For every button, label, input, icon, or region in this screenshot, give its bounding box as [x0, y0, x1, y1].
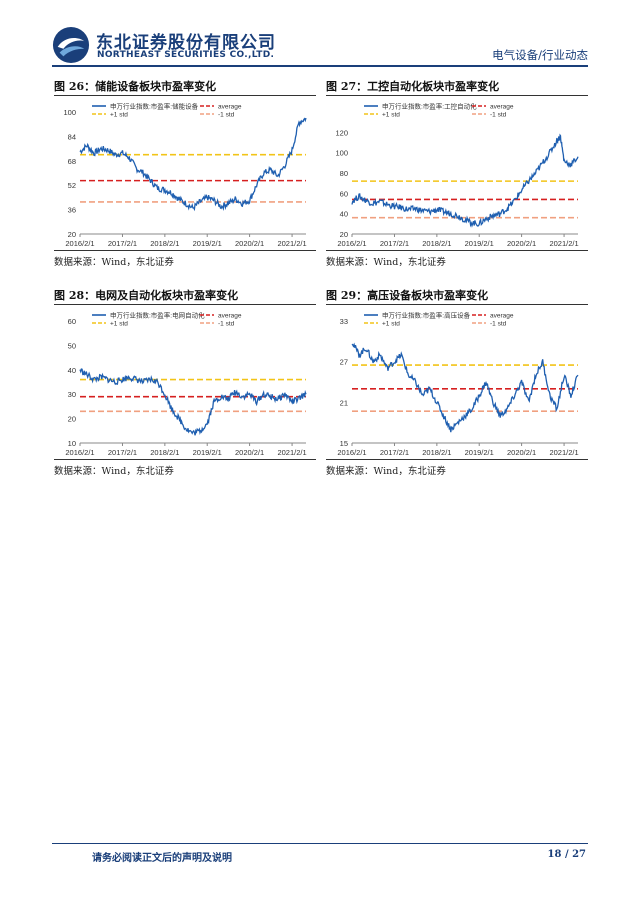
x-tick-label: 2020/2/1 — [235, 239, 264, 248]
x-tick-label: 2019/2/1 — [465, 239, 494, 248]
footer-disclaimer: 请务必阅读正文后的声明及说明 — [92, 853, 232, 864]
x-tick-label: 2021/2/1 — [277, 448, 306, 457]
legend-label: average — [218, 104, 242, 111]
y-tick-label: 50 — [68, 341, 76, 350]
y-tick-label: 21 — [340, 398, 348, 407]
x-tick-label: 2019/2/1 — [465, 448, 494, 457]
page-header: 东北证券股份有限公司 NORTHEAST SECURITIES CO.,LTD.… — [0, 0, 640, 70]
y-tick-label: 10 — [68, 439, 76, 448]
legend-label: average — [490, 313, 514, 320]
y-tick-label: 15 — [340, 439, 348, 448]
y-tick-label: 84 — [68, 132, 76, 141]
legend-label: average — [490, 104, 514, 111]
legend-label: 申万行业指数:市盈率:电网自动化 — [110, 311, 205, 320]
y-tick-label: 68 — [68, 157, 76, 166]
series-line — [351, 133, 579, 228]
legend-label: -1 std — [490, 321, 507, 328]
figure-27: 图 27：工控自动化板块市盈率变化 2016/2/1 2017/2/1 2018/2… — [326, 78, 588, 268]
x-tick-label: 2018/2/1 — [422, 239, 451, 248]
x-tick-label: 2019/2/1 — [193, 448, 222, 457]
brand-name-cn: 东北证券股份有限公司 — [96, 33, 276, 53]
figure-top-rule — [54, 95, 316, 96]
x-tick-label: 2021/2/1 — [549, 448, 578, 457]
x-tick-label: 2017/2/1 — [380, 239, 409, 248]
y-tick-label: 100 — [63, 108, 76, 117]
y-tick-label: 60 — [340, 189, 348, 198]
chart-industrial-automation-pe: 2016/2/1 2017/2/1 2018/2/1 2019/2/1 2020/2/1… — [335, 102, 579, 249]
figure-28: 图 28：电网及自动化板块市盈率变化 2016/2/1 2017/2/1 2018/… — [54, 287, 316, 477]
y-tick-label: 20 — [68, 230, 76, 239]
report-section: 电气设备/行业动态 — [492, 48, 588, 62]
brand-name-en: NORTHEAST SECURITIES CO.,LTD. — [97, 50, 275, 60]
legend-label: 申万行业指数:市盈率:工控自动化 — [382, 102, 477, 111]
legend-label: -1 std — [218, 112, 235, 119]
figure-bottom-rule — [326, 250, 588, 251]
x-tick-label: 2020/2/1 — [507, 239, 536, 248]
x-tick-label: 2017/2/1 — [380, 448, 409, 457]
figure-bottom-rule — [326, 459, 588, 460]
x-tick-label: 2021/2/1 — [549, 239, 578, 248]
company-logo-icon — [52, 26, 90, 64]
y-tick-label: 100 — [335, 149, 348, 158]
series-line — [79, 368, 307, 436]
x-tick-label: 2020/2/1 — [507, 448, 536, 457]
x-tick-label: 2016/2/1 — [337, 239, 366, 248]
series-line — [79, 117, 307, 212]
figure-top-rule — [326, 95, 588, 96]
figure-title: 图 27：工控自动化板块市盈率变化 — [326, 80, 500, 93]
y-tick-label: 40 — [340, 210, 348, 219]
y-tick-label: 40 — [68, 366, 76, 375]
figure-source: 数据来源：Wind，东北证券 — [326, 257, 446, 268]
y-tick-label: 36 — [68, 206, 76, 215]
figure-bottom-rule — [54, 459, 316, 460]
figure-bottom-rule — [54, 250, 316, 251]
chart-grid-automation-pe: 2016/2/1 2017/2/1 2018/2/1 2019/2/1 2020/2/1… — [65, 311, 307, 458]
figure-source: 数据来源：Wind，东北证券 — [326, 466, 446, 477]
x-tick-label: 2017/2/1 — [108, 239, 137, 248]
figure-top-rule — [54, 304, 316, 305]
legend-label: -1 std — [218, 321, 235, 328]
y-tick-label: 20 — [68, 415, 76, 424]
chart-high-voltage-pe: 2016/2/1 2017/2/1 2018/2/1 2019/2/1 2020/2/1… — [337, 311, 579, 458]
legend-label: +1 std — [382, 112, 400, 119]
x-tick-label: 2021/2/1 — [277, 239, 306, 248]
legend-label: 申万行业指数:市盈率:储能设备 — [110, 102, 199, 111]
legend-label: -1 std — [490, 112, 507, 119]
figure-source: 数据来源：Wind，东北证券 — [54, 257, 174, 268]
figure-source: 数据来源：Wind，东北证券 — [54, 466, 174, 477]
x-tick-label: 2016/2/1 — [65, 448, 94, 457]
y-tick-label: 52 — [68, 181, 76, 190]
x-tick-label: 2020/2/1 — [235, 448, 264, 457]
header-divider — [52, 65, 588, 67]
chart-energy-storage-pe: 2016/2/1 2017/2/1 2018/2/1 2019/2/1 2020/2/1… — [63, 102, 307, 249]
y-tick-label: 20 — [340, 230, 348, 239]
legend-label: +1 std — [110, 321, 128, 328]
y-tick-label: 80 — [340, 169, 348, 178]
y-tick-label: 33 — [340, 317, 348, 326]
y-tick-label: 120 — [335, 128, 348, 137]
y-tick-label: 60 — [68, 317, 76, 326]
legend-label: +1 std — [110, 112, 128, 119]
y-tick-label: 30 — [68, 390, 76, 399]
figure-26: 图 26：储能设备板块市盈率变化 2016/2/1 2017/2/1 2018/2/… — [54, 78, 316, 268]
y-tick-label: 27 — [340, 358, 348, 367]
legend-label: +1 std — [382, 321, 400, 328]
figure-title: 图 26：储能设备板块市盈率变化 — [54, 80, 217, 93]
page-number: 18 / 27 — [547, 849, 586, 860]
x-tick-label: 2018/2/1 — [150, 448, 179, 457]
figure-title: 图 29：高压设备板块市盈率变化 — [326, 289, 489, 302]
x-tick-label: 2016/2/1 — [337, 448, 366, 457]
series-line — [351, 342, 579, 433]
figure-title: 图 28：电网及自动化板块市盈率变化 — [54, 289, 239, 302]
figure-29: 图 29：高压设备板块市盈率变化 2016/2/1 2017/2/1 2018/2/… — [326, 287, 588, 477]
x-tick-label: 2018/2/1 — [422, 448, 451, 457]
x-tick-label: 2019/2/1 — [193, 239, 222, 248]
legend-label: average — [218, 313, 242, 320]
footer-divider — [52, 843, 588, 844]
x-tick-label: 2018/2/1 — [150, 239, 179, 248]
x-tick-label: 2017/2/1 — [108, 448, 137, 457]
figure-top-rule — [326, 304, 588, 305]
legend-label: 申万行业指数:市盈率:高压设备 — [382, 311, 471, 320]
x-tick-label: 2016/2/1 — [65, 239, 94, 248]
